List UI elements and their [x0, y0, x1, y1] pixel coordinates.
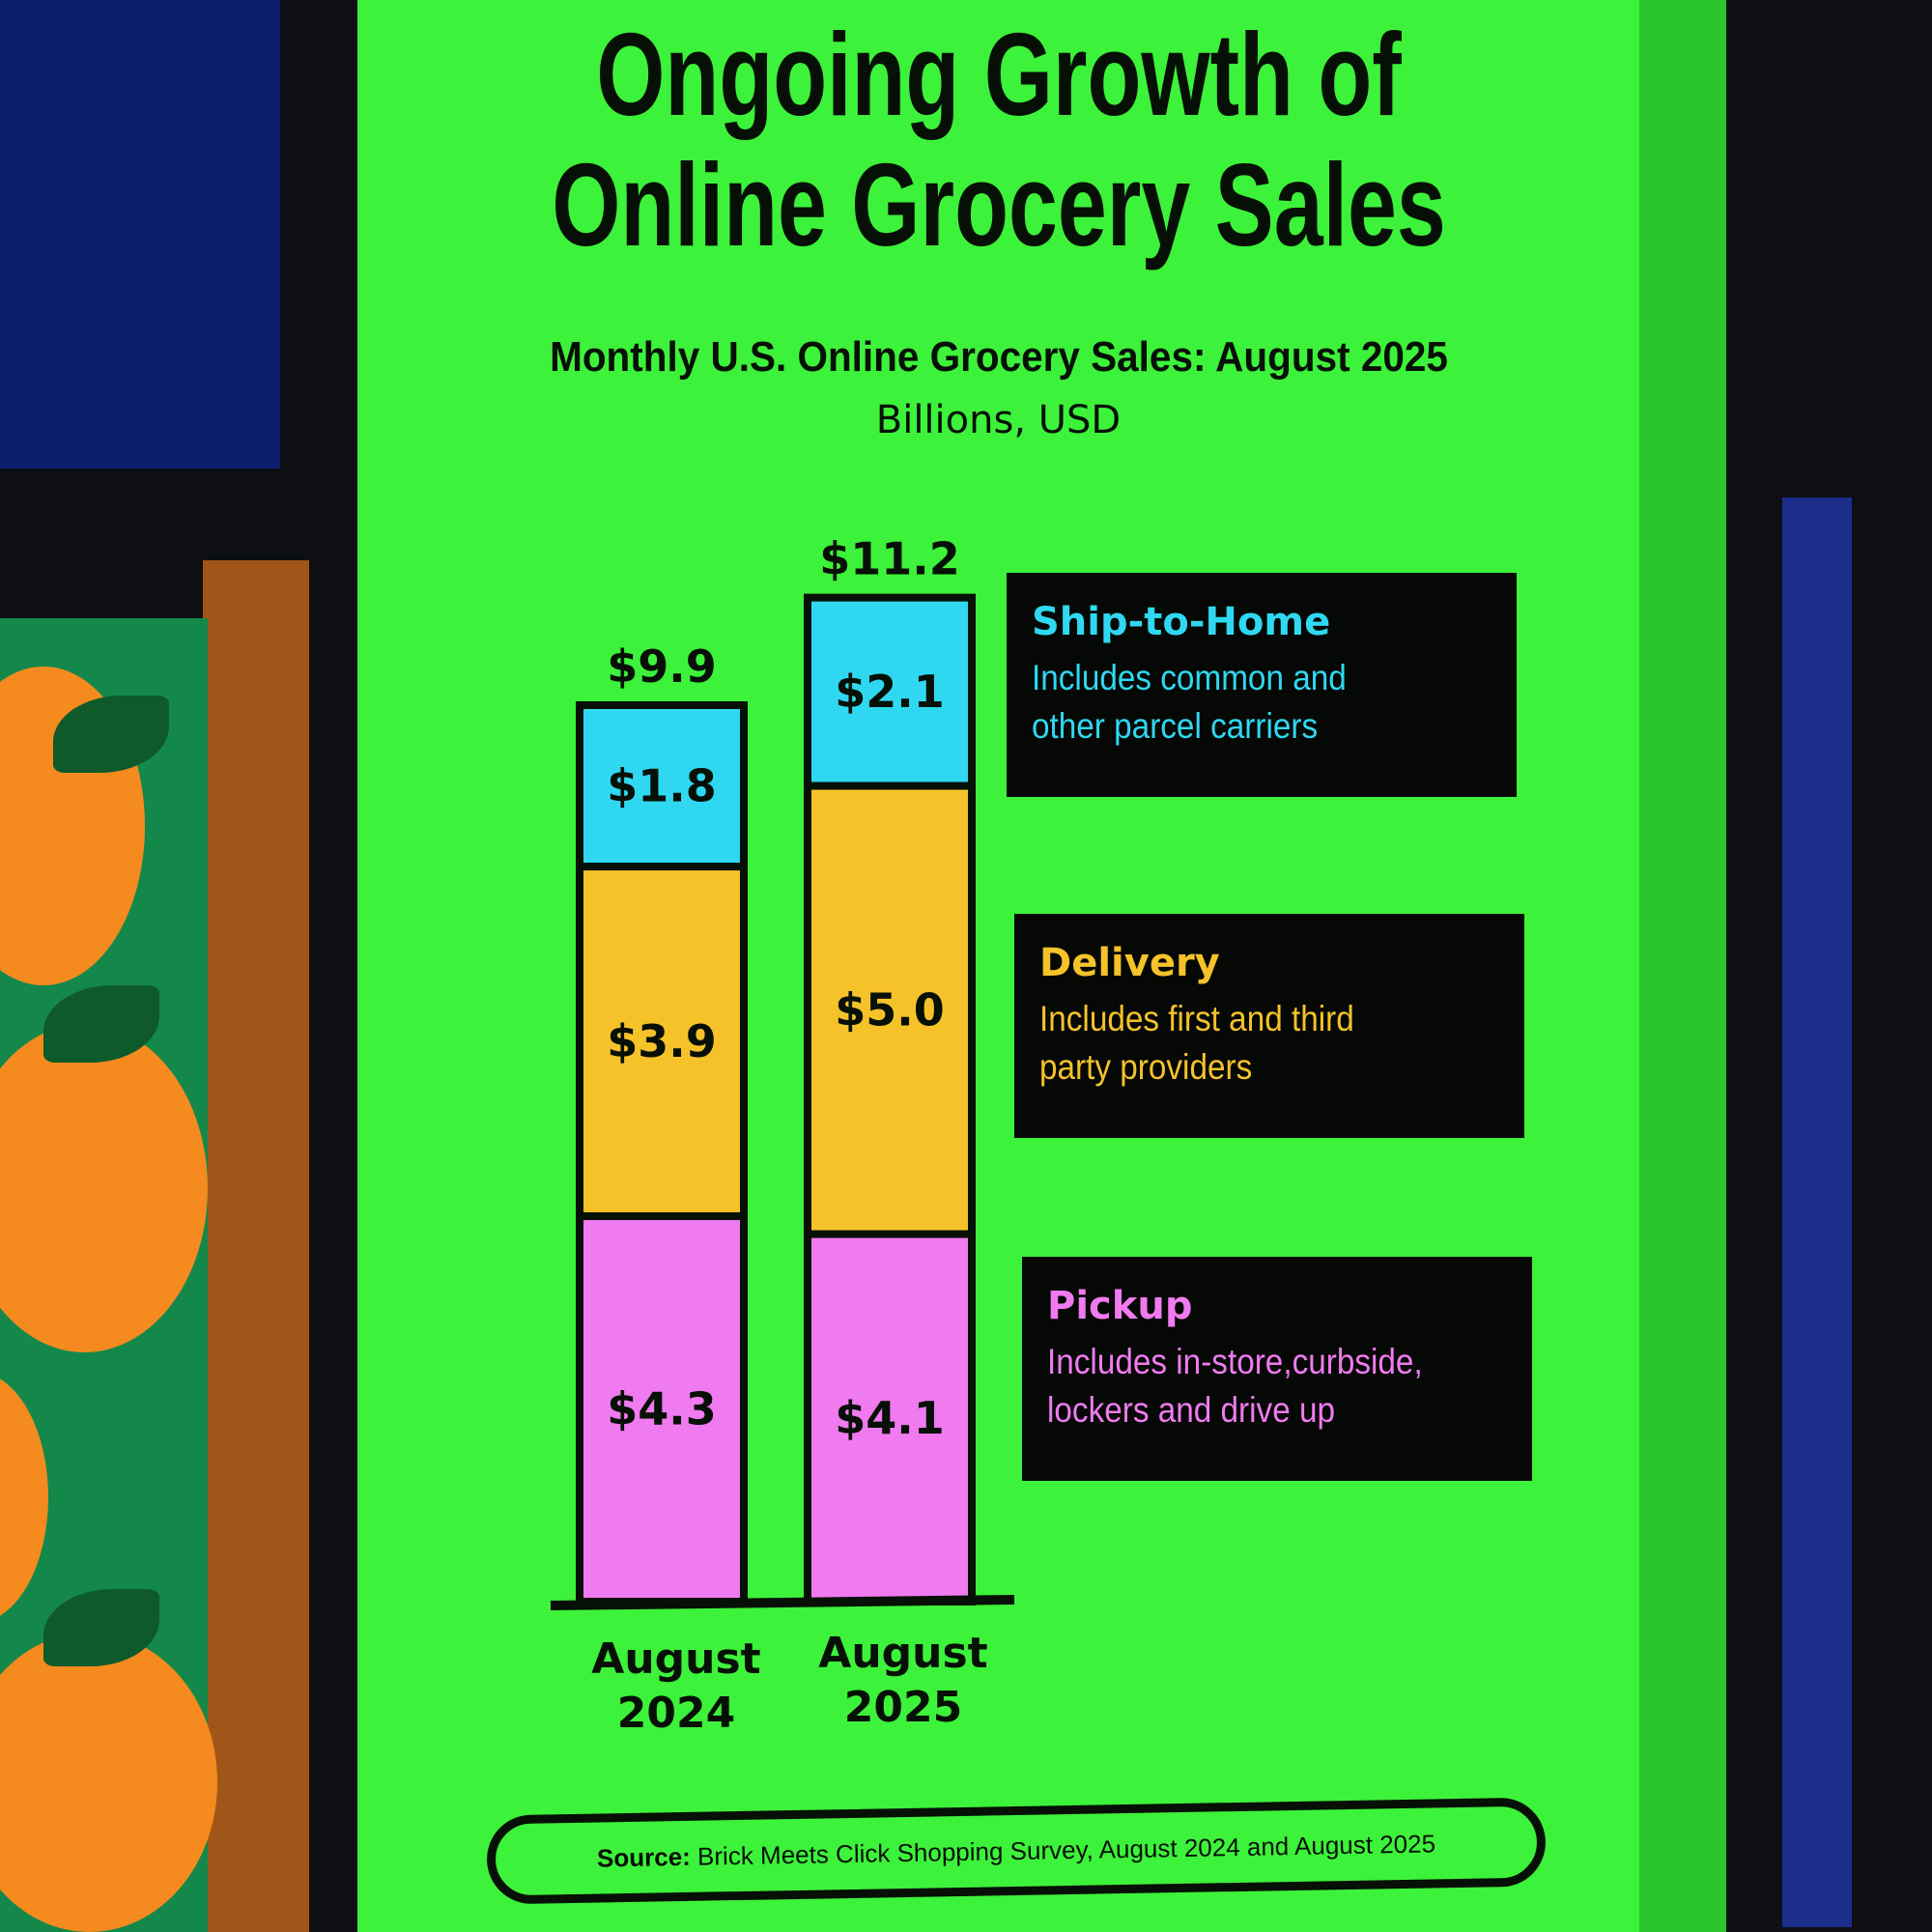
legend-description: other parcel carriers: [1032, 706, 1319, 746]
legend-item: Ship-to-Home Includes common and other par…: [1007, 573, 1517, 797]
x-tick-label-year: 2025: [843, 1683, 963, 1732]
source-note: Source: Brick Meets Click Shopping Surve…: [486, 1797, 1547, 1905]
bar-segment-delivery: [576, 863, 748, 1220]
bar-segment-ship-to-home: [804, 593, 976, 790]
chart-title-line-2: Online Grocery Sales: [551, 139, 1446, 270]
orange-graphic: [0, 1024, 208, 1352]
chart-units: Billions, USD: [875, 398, 1122, 442]
x-tick-label-month: August: [591, 1634, 761, 1684]
background-blue-panel: [0, 0, 280, 469]
legend-description: Includes first and third: [1039, 999, 1354, 1038]
total-label: $9.9: [607, 640, 717, 693]
data-label: $5.0: [835, 984, 945, 1037]
data-label: $4.3: [607, 1382, 717, 1435]
x-tick-label-month: August: [818, 1629, 988, 1678]
background-frame: [203, 560, 309, 1932]
legend-description: lockers and drive up: [1047, 1390, 1336, 1430]
data-label: $3.9: [607, 1015, 717, 1067]
chart-title-line-1: Ongoing Growth of: [595, 9, 1402, 140]
source-label: Source:: [596, 1841, 692, 1873]
legend-description: Includes common and: [1032, 658, 1347, 697]
total-label: $11.2: [819, 533, 960, 585]
x-tick-label-year: 2024: [616, 1689, 736, 1738]
display-edge: [1639, 0, 1726, 1932]
bar-segment-ship-to-home: [576, 701, 748, 871]
bar-segment-delivery: [804, 781, 976, 1238]
source-text: Brick Meets Click Shopping Survey, Augus…: [696, 1828, 1436, 1871]
legend-item: Delivery Includes first and third party pr…: [1014, 914, 1524, 1138]
legend-title: Delivery: [1039, 941, 1220, 985]
legend-description: Includes in-store,curbside,: [1047, 1342, 1423, 1381]
background-right-strip: [1782, 497, 1852, 1927]
bar-segment-pickup: [576, 1211, 748, 1605]
legend-item: Pickup Includes in-store,curbside, lockers…: [1022, 1257, 1532, 1481]
data-label: $4.1: [835, 1392, 945, 1444]
x-tick-label: August 2025: [797, 1627, 1009, 1735]
legend-title: Ship-to-Home: [1032, 600, 1331, 644]
data-label: $1.8: [607, 760, 717, 812]
chart-subtitle: Monthly U.S. Online Grocery Sales: Augus…: [549, 333, 1448, 381]
x-axis-baseline: [550, 1595, 1015, 1610]
data-label: $2.1: [835, 666, 945, 718]
legend-description: party providers: [1039, 1047, 1253, 1087]
orange-graphic: [0, 1633, 217, 1932]
legend-title: Pickup: [1047, 1284, 1193, 1328]
bar-segment-pickup: [804, 1230, 976, 1606]
x-tick-label: August 2024: [570, 1633, 782, 1741]
